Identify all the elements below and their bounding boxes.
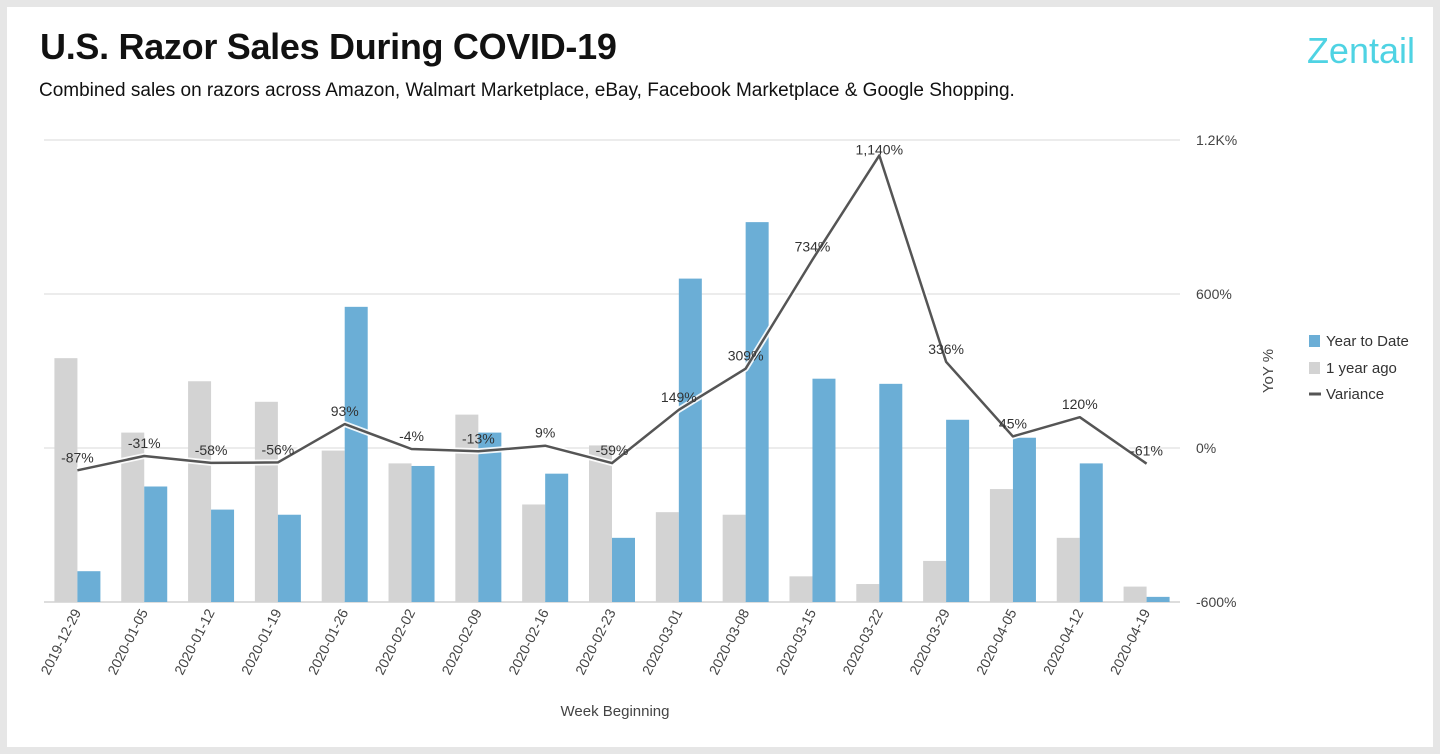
x-tick-label: 2020-04-12: [1040, 606, 1087, 677]
legend-label: Year to Date: [1326, 333, 1409, 350]
variance-line-halo: [76, 152, 1149, 474]
x-tick-label: 2020-04-19: [1106, 606, 1153, 677]
x-tick-label: 2020-02-16: [505, 606, 552, 677]
x-tick-label: 2020-02-09: [438, 606, 485, 677]
variance-data-label: -31%: [128, 435, 161, 451]
x-tick-label: 2020-02-23: [572, 606, 619, 677]
right-axis-title: YoY %: [1260, 349, 1277, 393]
x-tick-label: 2020-01-12: [171, 606, 218, 677]
x-tick-label: 2020-03-08: [706, 606, 753, 677]
variance-data-label: 93%: [331, 403, 359, 419]
right-axis-tick-label: 600%: [1196, 286, 1232, 302]
bar-1-year-ago: [856, 584, 880, 602]
x-tick-label: 2020-03-22: [839, 606, 886, 677]
bar-year-to-date: [745, 222, 769, 602]
legend-swatch: [1309, 335, 1320, 347]
variance-data-label: -56%: [262, 441, 295, 457]
variance-data-label: -87%: [61, 449, 94, 465]
legend-label: Variance: [1326, 386, 1384, 403]
bar-1-year-ago: [321, 450, 345, 602]
bar-1-year-ago: [655, 512, 679, 602]
x-tick-label: 2020-01-26: [305, 606, 352, 677]
variance-data-label: 149%: [661, 389, 697, 405]
right-axis-tick-label: -600%: [1196, 594, 1236, 610]
right-axis-tick-label: 0%: [1196, 440, 1216, 456]
bar-year-to-date: [1079, 463, 1103, 602]
bar-year-to-date: [411, 465, 435, 602]
bar-year-to-date: [1012, 437, 1036, 602]
variance-data-label: 120%: [1062, 396, 1098, 412]
chart-card: [7, 7, 1433, 747]
variance-data-label: 45%: [999, 415, 1027, 431]
variance-data-label: -4%: [399, 428, 424, 444]
bar-1-year-ago: [1123, 586, 1147, 602]
x-tick-label: 2020-01-19: [238, 606, 285, 677]
bar-year-to-date: [879, 383, 903, 602]
x-tick-label: 2020-03-01: [639, 606, 686, 677]
bar-1-year-ago: [54, 358, 78, 602]
variance-data-label: 9%: [535, 425, 555, 441]
bar-1-year-ago: [722, 514, 746, 602]
bar-year-to-date: [812, 378, 836, 602]
legend-label: 1 year ago: [1326, 360, 1397, 377]
variance-data-label: -59%: [596, 442, 629, 458]
bar-1-year-ago: [589, 445, 612, 602]
bar-year-to-date: [344, 306, 368, 602]
x-tick-label: 2019-12-29: [37, 606, 84, 677]
bar-1-year-ago: [254, 401, 278, 602]
bar-year-to-date: [545, 473, 569, 602]
variance-data-label: -61%: [1130, 443, 1163, 459]
bar-1-year-ago: [388, 463, 412, 602]
bar-1-year-ago: [121, 432, 145, 602]
variance-data-label: 1,140%: [856, 141, 903, 157]
bar-year-to-date: [678, 278, 702, 602]
bar-year-to-date: [612, 537, 635, 602]
bar-1-year-ago: [989, 489, 1013, 602]
right-axis-tick-label: 1.2K%: [1196, 132, 1237, 148]
variance-data-label: 336%: [928, 341, 964, 357]
variance-data-label: 734%: [795, 239, 831, 255]
bar-1-year-ago: [1056, 537, 1080, 602]
bar-1-year-ago: [455, 414, 479, 602]
bar-1-year-ago: [188, 381, 212, 602]
bar-1-year-ago: [789, 576, 813, 602]
bar-year-to-date: [478, 432, 502, 602]
variance-data-label: -13%: [462, 430, 495, 446]
variance-data-label: 309%: [728, 348, 764, 364]
bar-year-to-date: [77, 571, 101, 602]
bar-year-to-date: [277, 514, 301, 602]
bar-year-to-date: [946, 419, 970, 602]
bar-1-year-ago: [522, 504, 546, 602]
x-tick-label: 2020-04-05: [973, 606, 1020, 677]
legend-swatch: [1309, 362, 1320, 374]
bar-1-year-ago: [923, 560, 947, 602]
bar-year-to-date: [1146, 596, 1170, 602]
bar-year-to-date: [211, 509, 235, 602]
x-tick-label: 2020-03-29: [906, 606, 953, 677]
variance-data-label: -58%: [195, 442, 228, 458]
x-tick-label: 2020-01-05: [104, 606, 151, 677]
chart-subtitle: Combined sales on razors across Amazon, …: [39, 80, 1015, 101]
x-tick-label: 2020-02-02: [371, 606, 418, 677]
bar-year-to-date: [144, 486, 168, 602]
x-tick-label: 2020-03-15: [772, 606, 819, 677]
variance-line: [77, 154, 1148, 472]
chart-title: U.S. Razor Sales During COVID-19: [40, 26, 617, 67]
brand-logo: Zentail: [1306, 30, 1415, 71]
x-axis-title: Week Beginning: [561, 703, 670, 720]
